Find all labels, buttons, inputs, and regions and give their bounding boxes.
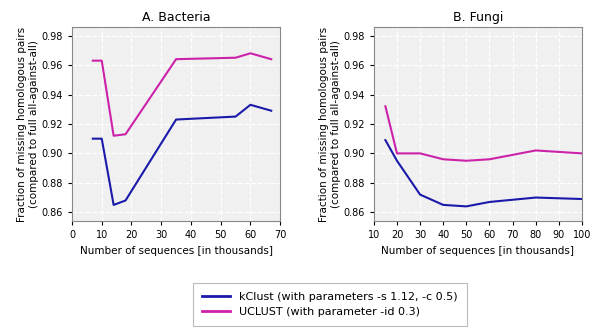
Y-axis label: Fraction of missing homologous pairs
(compared to full all-against-all): Fraction of missing homologous pairs (co… <box>319 26 341 221</box>
X-axis label: Number of sequences [in thousands]: Number of sequences [in thousands] <box>382 246 574 256</box>
Title: B. Fungi: B. Fungi <box>453 11 503 24</box>
X-axis label: Number of sequences [in thousands]: Number of sequences [in thousands] <box>80 246 272 256</box>
Y-axis label: Fraction of missing homologous pairs
(compared to full all-against-all): Fraction of missing homologous pairs (co… <box>17 26 38 221</box>
Legend: kClust (with parameters -s 1.12, -c 0.5), UCLUST (with parameter -id 0.3): kClust (with parameters -s 1.12, -c 0.5)… <box>193 283 467 326</box>
Title: A. Bacteria: A. Bacteria <box>142 11 211 24</box>
